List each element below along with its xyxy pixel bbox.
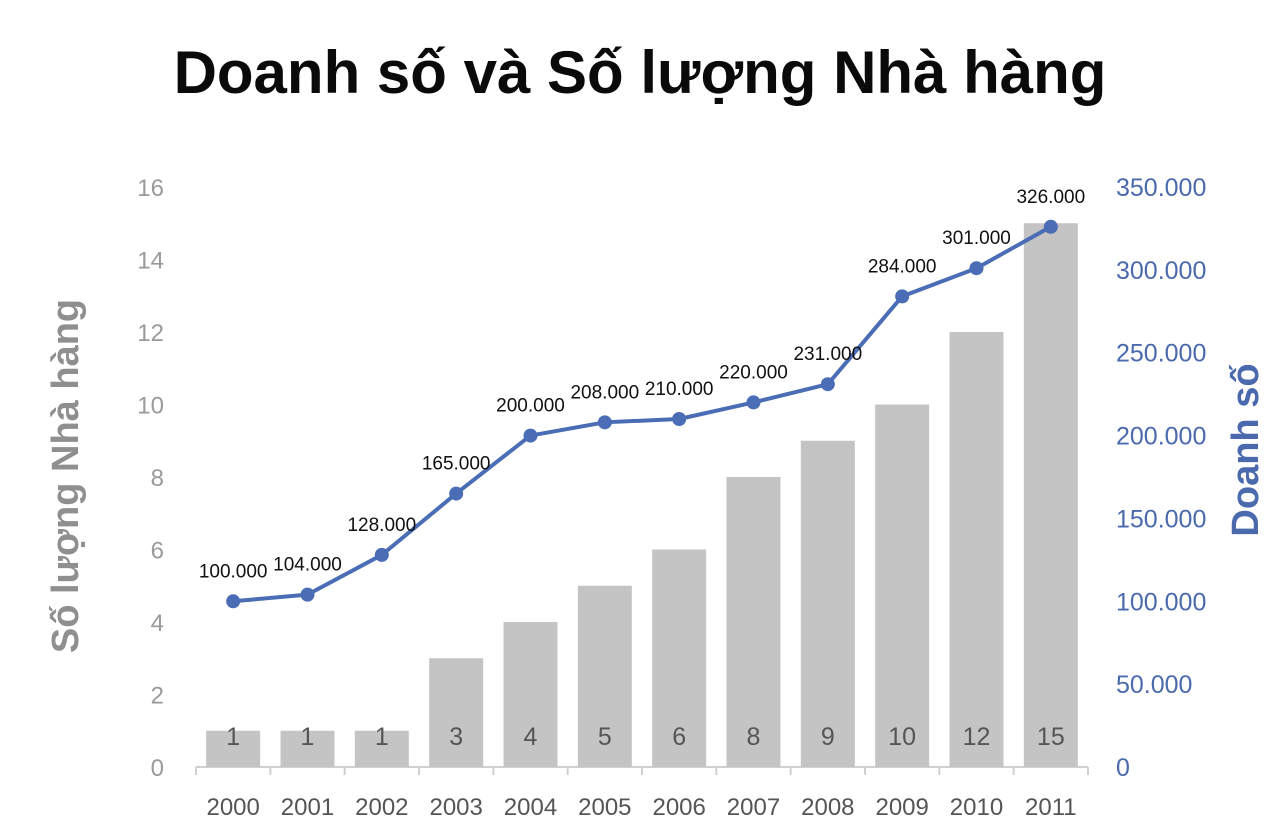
left-tick-label: 2 (151, 683, 164, 710)
left-tick-label: 6 (151, 538, 164, 565)
bar-value-label: 3 (449, 723, 463, 751)
bar-value-label: 12 (963, 723, 991, 751)
bar (726, 477, 781, 767)
line-point (597, 415, 612, 430)
line-value-label: 231.000 (793, 344, 862, 365)
x-tick-label: 2008 (801, 794, 854, 821)
x-tick-label: 2011 (1025, 794, 1077, 821)
right-axis-title: Doanh số (1225, 363, 1267, 536)
right-axis: 0 50.000 100.000 150.000 200.000 250.000 300.0… (1116, 174, 1206, 782)
line-point (672, 412, 687, 426)
left-tick-label: 16 (137, 175, 164, 202)
x-tick-label: 2009 (875, 794, 928, 821)
bar (652, 549, 707, 767)
bar-value-label: 9 (821, 723, 835, 751)
x-axis: 2000 2001 2002 2003 2004 2005 2006 2007 2008 2009… (195, 766, 1089, 821)
line-point (1043, 219, 1058, 234)
right-tick-label: 100.000 (1116, 588, 1206, 616)
x-tick-label: 2003 (429, 794, 482, 821)
bar-value-label: 5 (598, 723, 612, 751)
right-tick-label: 150.000 (1116, 505, 1206, 533)
bar (354, 730, 409, 767)
bar (503, 622, 558, 767)
line-value-label: 165.000 (422, 454, 491, 475)
bar (206, 730, 261, 767)
chart-title: Doanh số và Số lượng Nhà hàng (173, 39, 1107, 106)
bar (875, 404, 930, 767)
bar-value-label: 4 (524, 723, 538, 751)
bar-value-label: 1 (375, 723, 389, 751)
bar (577, 585, 632, 767)
right-tick-label: 0 (1116, 754, 1130, 782)
bar (429, 658, 484, 767)
bar-value-label: 1 (226, 723, 240, 751)
line-value-label: 301.000 (942, 228, 1011, 249)
line-point (226, 594, 241, 609)
line-value-label: 326.000 (1016, 187, 1085, 208)
line-point (820, 377, 835, 392)
line-point (969, 261, 984, 276)
line-point (300, 587, 315, 602)
right-tick-label: 350.000 (1116, 174, 1206, 202)
line-point (449, 486, 464, 501)
x-tick-label: 2006 (652, 794, 705, 821)
line-path (232, 225, 1052, 604)
bar-value-label: 10 (888, 723, 916, 751)
line-value-label: 200.000 (496, 396, 565, 417)
line-value-label: 210.000 (645, 379, 714, 400)
line-value-label: 128.000 (347, 515, 416, 536)
right-tick-label: 250.000 (1116, 340, 1206, 368)
bar-value-label: 6 (672, 723, 686, 751)
x-tick-label: 2000 (206, 794, 259, 821)
line-value-label: 220.000 (719, 362, 788, 383)
x-tick-label: 2001 (281, 794, 334, 821)
line-value-label: 104.000 (273, 555, 342, 576)
left-axis-title: Số lượng Nhà hàng (45, 299, 87, 653)
line-point (895, 289, 910, 304)
right-tick-label: 200.000 (1116, 423, 1206, 451)
bar-value-label: 15 (1037, 723, 1065, 751)
line-value-label: 208.000 (570, 382, 639, 403)
bar-value-label: 8 (747, 723, 761, 751)
left-tick-label: 4 (151, 610, 164, 637)
bar-value-label: 1 (301, 723, 315, 751)
x-tick-label: 2005 (578, 794, 631, 821)
left-tick-label: 12 (137, 320, 164, 347)
right-tick-label: 50.000 (1116, 671, 1192, 699)
line-point (374, 547, 389, 562)
bar-series: 1 1 1 3 4 5 6 8 9 10 12 15 (206, 223, 1078, 767)
bar (800, 440, 855, 767)
bar (280, 730, 335, 767)
right-tick-label: 300.000 (1116, 257, 1206, 285)
x-tick-label: 2007 (727, 794, 780, 821)
left-tick-label: 8 (151, 465, 164, 492)
x-tick-label: 2010 (950, 794, 1003, 821)
line-point (523, 428, 538, 443)
left-tick-label: 10 (137, 393, 164, 420)
x-tick-label: 2004 (504, 794, 557, 821)
bar (1023, 223, 1078, 767)
x-tick-label: 2002 (355, 794, 408, 821)
line-value-label: 100.000 (199, 561, 268, 582)
line-point (746, 395, 761, 410)
left-tick-label: 14 (137, 248, 164, 275)
left-tick-label: 0 (151, 755, 164, 782)
left-axis: 0 2 4 6 8 10 12 14 16 (137, 175, 164, 782)
line-value-label: 284.000 (868, 256, 937, 277)
bar (949, 332, 1004, 767)
